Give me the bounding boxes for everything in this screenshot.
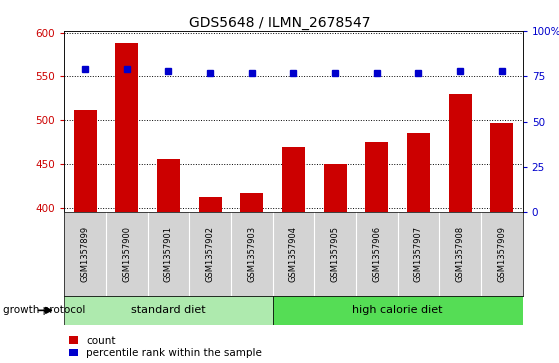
FancyBboxPatch shape [64,296,273,325]
Text: GSM1357908: GSM1357908 [456,226,465,282]
Text: GSM1357902: GSM1357902 [206,226,215,282]
Bar [282,147,305,212]
Text: growth protocol: growth protocol [3,305,85,315]
Text: GSM1357901: GSM1357901 [164,226,173,282]
Bar [449,94,472,212]
Legend: count, percentile rank within the sample: count, percentile rank within the sample [69,336,262,358]
Text: GSM1357905: GSM1357905 [330,226,340,282]
Bar [407,134,430,212]
Bar [324,164,347,212]
Bar [198,197,221,212]
Bar [115,43,138,212]
Text: GSM1357899: GSM1357899 [80,226,89,282]
Bar [74,110,97,212]
Text: standard diet: standard diet [131,305,206,315]
Text: GSM1357909: GSM1357909 [498,226,506,282]
Bar [240,193,263,212]
Bar [157,159,180,212]
Text: high calorie diet: high calorie diet [352,305,443,315]
Bar [490,123,513,212]
Text: GDS5648 / ILMN_2678547: GDS5648 / ILMN_2678547 [189,16,370,30]
Text: GSM1357907: GSM1357907 [414,226,423,282]
Text: GSM1357903: GSM1357903 [247,226,257,282]
Text: GSM1357904: GSM1357904 [289,226,298,282]
Bar [366,142,389,212]
FancyBboxPatch shape [273,296,523,325]
Text: GSM1357906: GSM1357906 [372,226,381,282]
Text: GSM1357900: GSM1357900 [122,226,131,282]
